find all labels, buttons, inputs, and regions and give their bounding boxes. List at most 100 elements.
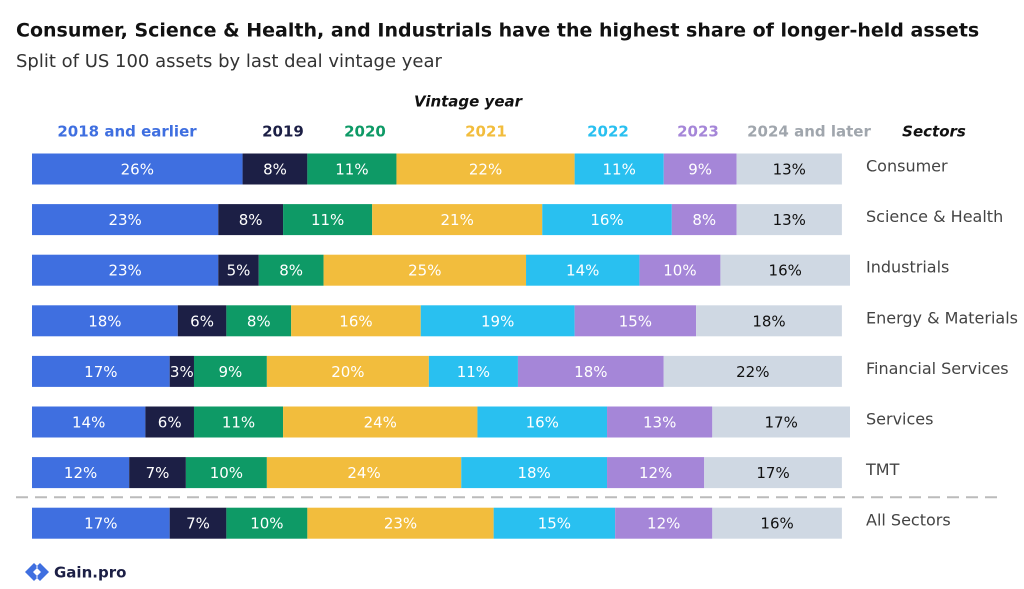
bar-segment	[526, 254, 640, 286]
bar-segment	[720, 254, 850, 286]
bar-segment	[32, 406, 146, 438]
bar-segment	[193, 406, 284, 438]
bar-segment	[32, 507, 170, 539]
value-label: 12%	[639, 464, 672, 482]
bar-segment	[283, 406, 478, 438]
category-label: Consumer	[866, 157, 948, 176]
bar-segment	[226, 305, 292, 337]
bar-segment	[574, 305, 697, 337]
value-label: 8%	[247, 312, 271, 330]
bar-segment	[32, 204, 219, 236]
value-label: 10%	[250, 515, 283, 533]
bar-segment	[32, 355, 170, 387]
bar-segment	[32, 305, 178, 337]
bar-segment	[32, 254, 219, 286]
value-label: 13%	[773, 211, 806, 229]
legend-label: 2024 and later	[747, 123, 871, 141]
value-label: 11%	[311, 211, 344, 229]
legend-label: 2018 and earlier	[57, 123, 197, 141]
value-label: 17%	[756, 464, 789, 482]
category-label: Science & Health	[866, 207, 1003, 226]
category-label: Services	[866, 410, 933, 429]
value-label: 8%	[279, 262, 303, 280]
value-label: 11%	[457, 363, 490, 381]
value-label: 14%	[566, 262, 599, 280]
bar-segment	[704, 457, 842, 489]
category-label: Financial Services	[866, 359, 1009, 378]
value-label: 13%	[643, 414, 676, 432]
value-label: 5%	[227, 262, 251, 280]
value-label: 15%	[619, 312, 652, 330]
bar-segment	[218, 254, 259, 286]
brand-name: Gain.pro	[54, 564, 126, 582]
bar-segment	[258, 254, 324, 286]
bar-segment	[307, 153, 397, 185]
value-label: 26%	[121, 161, 154, 179]
bar-segment	[283, 204, 373, 236]
value-label: 19%	[481, 312, 514, 330]
value-label: 17%	[84, 363, 117, 381]
bar-segment	[396, 153, 575, 185]
value-label: 15%	[538, 515, 571, 533]
value-label: 24%	[364, 414, 397, 432]
bar-segment	[323, 254, 527, 286]
legend-label: 2023	[677, 123, 719, 141]
bar-segment	[177, 305, 227, 337]
bar-segment	[307, 507, 494, 539]
logo-icon	[25, 563, 49, 581]
bar-segment	[615, 507, 713, 539]
legend-label: 2021	[465, 123, 507, 141]
value-label: 12%	[64, 464, 97, 482]
category-axis-title: Sectors	[902, 123, 966, 141]
bar-segment	[291, 305, 421, 337]
value-label: 14%	[72, 414, 105, 432]
bar-segment	[266, 457, 462, 489]
bar-segment	[372, 204, 543, 236]
value-label: 13%	[773, 161, 806, 179]
bar-segment	[420, 305, 575, 337]
bar-segment	[639, 254, 721, 286]
value-label: 8%	[263, 161, 287, 179]
bar-segment	[663, 355, 842, 387]
value-label: 8%	[239, 211, 263, 229]
legend-label: 2022	[587, 123, 629, 141]
value-label: 9%	[219, 363, 243, 381]
value-label: 22%	[469, 161, 502, 179]
brand-logo: Gain.pro	[25, 563, 126, 582]
value-label: 16%	[526, 414, 559, 432]
bar-segment	[242, 153, 308, 185]
value-label: 18%	[88, 312, 121, 330]
bar-segment	[517, 355, 664, 387]
value-label: 9%	[688, 161, 712, 179]
value-label: 8%	[692, 211, 716, 229]
bar-segment	[129, 457, 186, 489]
legend-label: 2020	[344, 123, 386, 141]
category-label: TMT	[865, 460, 900, 479]
value-label: 25%	[408, 262, 441, 280]
value-label: 23%	[108, 262, 141, 280]
value-label: 11%	[222, 414, 255, 432]
bar-segment	[32, 457, 130, 489]
category-label: All Sectors	[866, 511, 951, 530]
bar-segment	[736, 153, 842, 185]
bar-segment	[169, 355, 194, 387]
bar-segment	[266, 355, 429, 387]
value-label: 23%	[384, 515, 417, 533]
bar-segment	[145, 406, 194, 438]
bar-segment	[574, 153, 664, 185]
bar-segment	[218, 204, 284, 236]
bar-segment	[607, 457, 705, 489]
bar-segment	[428, 355, 518, 387]
value-label: 12%	[647, 515, 680, 533]
value-label: 20%	[331, 363, 364, 381]
category-label: Industrials	[866, 258, 949, 277]
value-label: 6%	[190, 312, 214, 330]
bar-segment	[712, 406, 850, 438]
bar-segment	[226, 507, 308, 539]
bar-segment	[712, 507, 842, 539]
value-label: 18%	[517, 464, 550, 482]
value-label: 16%	[760, 515, 793, 533]
value-label: 22%	[736, 363, 769, 381]
value-label: 18%	[752, 312, 785, 330]
bar-segment	[542, 204, 672, 236]
